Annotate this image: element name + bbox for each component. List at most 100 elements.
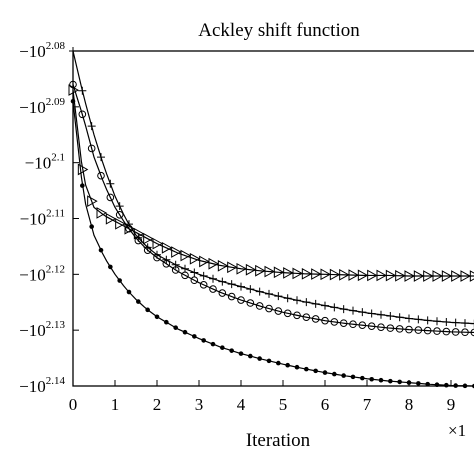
- data-point-plus: [311, 299, 320, 308]
- data-point-triangle-right: [255, 264, 266, 277]
- series-layer: [68, 47, 474, 389]
- data-point-plus: [302, 298, 311, 307]
- data-point-circle: [97, 171, 105, 180]
- series-dot: [70, 98, 474, 389]
- data-point-dot: [266, 358, 272, 364]
- data-point-plus: [423, 316, 432, 325]
- data-point-circle: [442, 327, 451, 336]
- data-point-circle: [339, 319, 348, 327]
- data-point-dot: [220, 345, 225, 350]
- data-point-plus: [451, 318, 460, 327]
- data-point-circle: [181, 271, 189, 280]
- data-point-circle: [395, 325, 404, 333]
- y-tick-exponent: 2.09: [46, 96, 66, 108]
- data-point-triangle-right: [329, 268, 341, 281]
- x-tick-label: 2: [153, 395, 162, 414]
- x-tick-label: 0: [69, 395, 78, 414]
- data-point-circle: [134, 236, 143, 245]
- data-point-triangle-right: [469, 270, 474, 282]
- y-tick-exponent: 2.08: [46, 40, 66, 52]
- data-point-circle: [451, 328, 460, 336]
- y-tick-base: −10: [19, 265, 46, 284]
- y-tick-base: −10: [19, 321, 46, 340]
- x-tick-label: 8: [405, 395, 414, 414]
- data-point-triangle-right: [236, 262, 248, 275]
- data-point-triangle-right: [77, 163, 89, 176]
- data-point-dot: [360, 375, 365, 381]
- y-tick-exponent: 2.11: [46, 208, 65, 220]
- data-point-triangle-right: [199, 255, 210, 268]
- data-point-dot: [192, 334, 197, 339]
- data-point-plus: [78, 86, 87, 95]
- data-point-triangle-right: [367, 269, 378, 282]
- data-point-dot: [350, 374, 356, 380]
- data-point-circle: [461, 328, 469, 337]
- data-point-plus: [414, 315, 423, 324]
- data-point-dot: [257, 356, 262, 361]
- data-point-triangle-right: [189, 252, 201, 265]
- data-point-circle: [293, 311, 301, 320]
- data-point-circle: [246, 299, 255, 307]
- data-point-circle: [321, 316, 329, 325]
- data-point-triangle-right: [115, 217, 126, 230]
- data-point-circle: [330, 318, 339, 326]
- data-point-triangle-right: [404, 270, 416, 282]
- data-point-dot: [248, 353, 253, 359]
- data-point-circle: [153, 253, 161, 262]
- data-point-triangle-right: [376, 269, 388, 282]
- data-point-dot: [341, 373, 346, 378]
- data-point-plus: [106, 179, 115, 188]
- data-point-triangle-right: [357, 269, 369, 282]
- data-point-dot: [322, 370, 328, 375]
- x-tick-label: 7: [363, 395, 372, 414]
- data-point-plus: [227, 280, 236, 289]
- data-point-triangle-right: [451, 270, 462, 282]
- data-point-circle: [125, 224, 133, 233]
- data-point-plus: [237, 282, 245, 291]
- data-point-dot: [294, 364, 300, 370]
- data-point-triangle-right: [395, 269, 406, 282]
- x-tick-label: 3: [195, 395, 204, 414]
- data-point-plus: [470, 319, 474, 328]
- data-point-dot: [238, 351, 244, 356]
- data-point-plus: [433, 317, 441, 326]
- x-tick-label: 5: [279, 395, 288, 414]
- y-axis: −102.08−102.09−102.1−102.11−102.12−102.1…: [19, 40, 79, 396]
- data-point-triangle-right: [311, 268, 322, 280]
- data-point-plus: [358, 308, 367, 317]
- data-point-dot: [369, 376, 374, 382]
- data-point-dot: [332, 371, 337, 377]
- y-tick-label: −102.13: [19, 319, 65, 340]
- data-point-plus: [115, 202, 124, 211]
- data-point-circle: [162, 259, 171, 268]
- data-point-dot: [201, 338, 206, 343]
- series-line: [72, 84, 474, 334]
- y-tick-label: −102.1: [25, 152, 65, 173]
- data-point-triangle-right: [432, 270, 444, 282]
- data-point-circle: [433, 327, 441, 335]
- data-point-circle: [115, 210, 124, 219]
- data-point-dot: [117, 278, 122, 283]
- data-point-dot: [210, 341, 216, 347]
- data-point-dot: [416, 381, 421, 386]
- data-point-circle: [78, 110, 87, 119]
- x-tick-label: 6: [321, 395, 330, 414]
- y-tick-base: −10: [20, 210, 47, 229]
- data-point-circle: [349, 320, 357, 329]
- data-point-circle: [470, 328, 474, 337]
- data-point-dot: [145, 307, 150, 313]
- data-point-circle: [311, 315, 320, 323]
- data-point-triangle-right: [245, 263, 257, 276]
- data-point-plus: [321, 301, 329, 310]
- data-point-circle: [358, 321, 367, 330]
- data-point-plus: [283, 294, 292, 303]
- x-axis-multiplier: ×1: [448, 421, 466, 440]
- data-point-triangle-right: [460, 270, 472, 282]
- data-point-plus: [199, 271, 208, 280]
- y-tick-base: −10: [19, 42, 46, 61]
- data-point-dot: [304, 366, 309, 372]
- series-line: [72, 50, 474, 325]
- data-point-circle: [423, 326, 432, 335]
- y-tick-label: −102.11: [20, 208, 65, 229]
- data-point-plus: [461, 319, 469, 328]
